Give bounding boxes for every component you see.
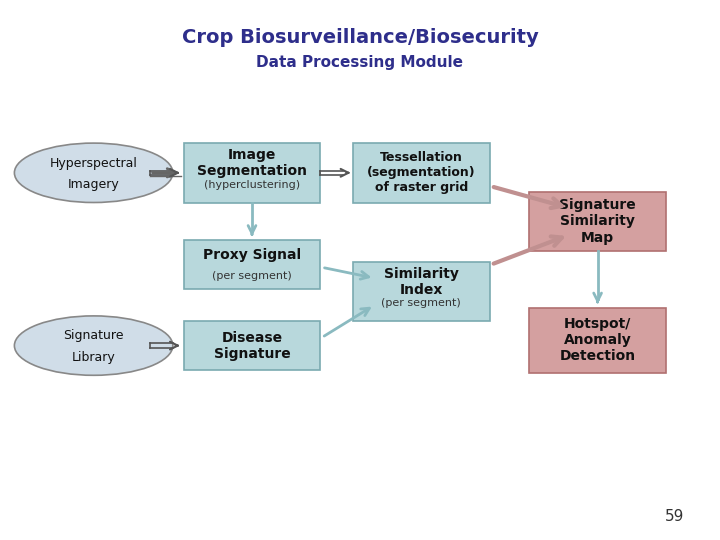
Text: 59: 59	[665, 509, 684, 524]
FancyBboxPatch shape	[353, 262, 490, 321]
Text: Crop Biosurveillance/Biosecurity: Crop Biosurveillance/Biosecurity	[181, 28, 539, 48]
Ellipse shape	[14, 143, 173, 202]
FancyBboxPatch shape	[184, 143, 320, 202]
Text: (per segment): (per segment)	[382, 299, 461, 308]
Text: Signature
Similarity
Map: Signature Similarity Map	[559, 198, 636, 245]
Text: Image
Segmentation: Image Segmentation	[197, 148, 307, 178]
Text: Similarity
Index: Similarity Index	[384, 267, 459, 297]
Text: Signature: Signature	[63, 329, 124, 342]
Ellipse shape	[14, 316, 173, 375]
Text: Library: Library	[72, 351, 115, 364]
Text: Hotspot/
Anomaly
Detection: Hotspot/ Anomaly Detection	[559, 317, 636, 363]
Text: (per segment): (per segment)	[212, 272, 292, 281]
FancyBboxPatch shape	[353, 143, 490, 202]
Text: Imagery: Imagery	[68, 178, 120, 191]
Text: Tessellation
(segmentation)
of raster grid: Tessellation (segmentation) of raster gr…	[367, 151, 475, 194]
FancyBboxPatch shape	[184, 240, 320, 289]
Text: Proxy Signal: Proxy Signal	[203, 248, 301, 262]
FancyBboxPatch shape	[184, 321, 320, 370]
FancyBboxPatch shape	[529, 308, 666, 373]
Text: (hyperclustering): (hyperclustering)	[204, 180, 300, 190]
Text: Disease
Signature: Disease Signature	[214, 330, 290, 361]
Text: Data Processing Module: Data Processing Module	[256, 55, 464, 70]
FancyBboxPatch shape	[529, 192, 666, 251]
Text: Hyperspectral: Hyperspectral	[50, 157, 138, 170]
